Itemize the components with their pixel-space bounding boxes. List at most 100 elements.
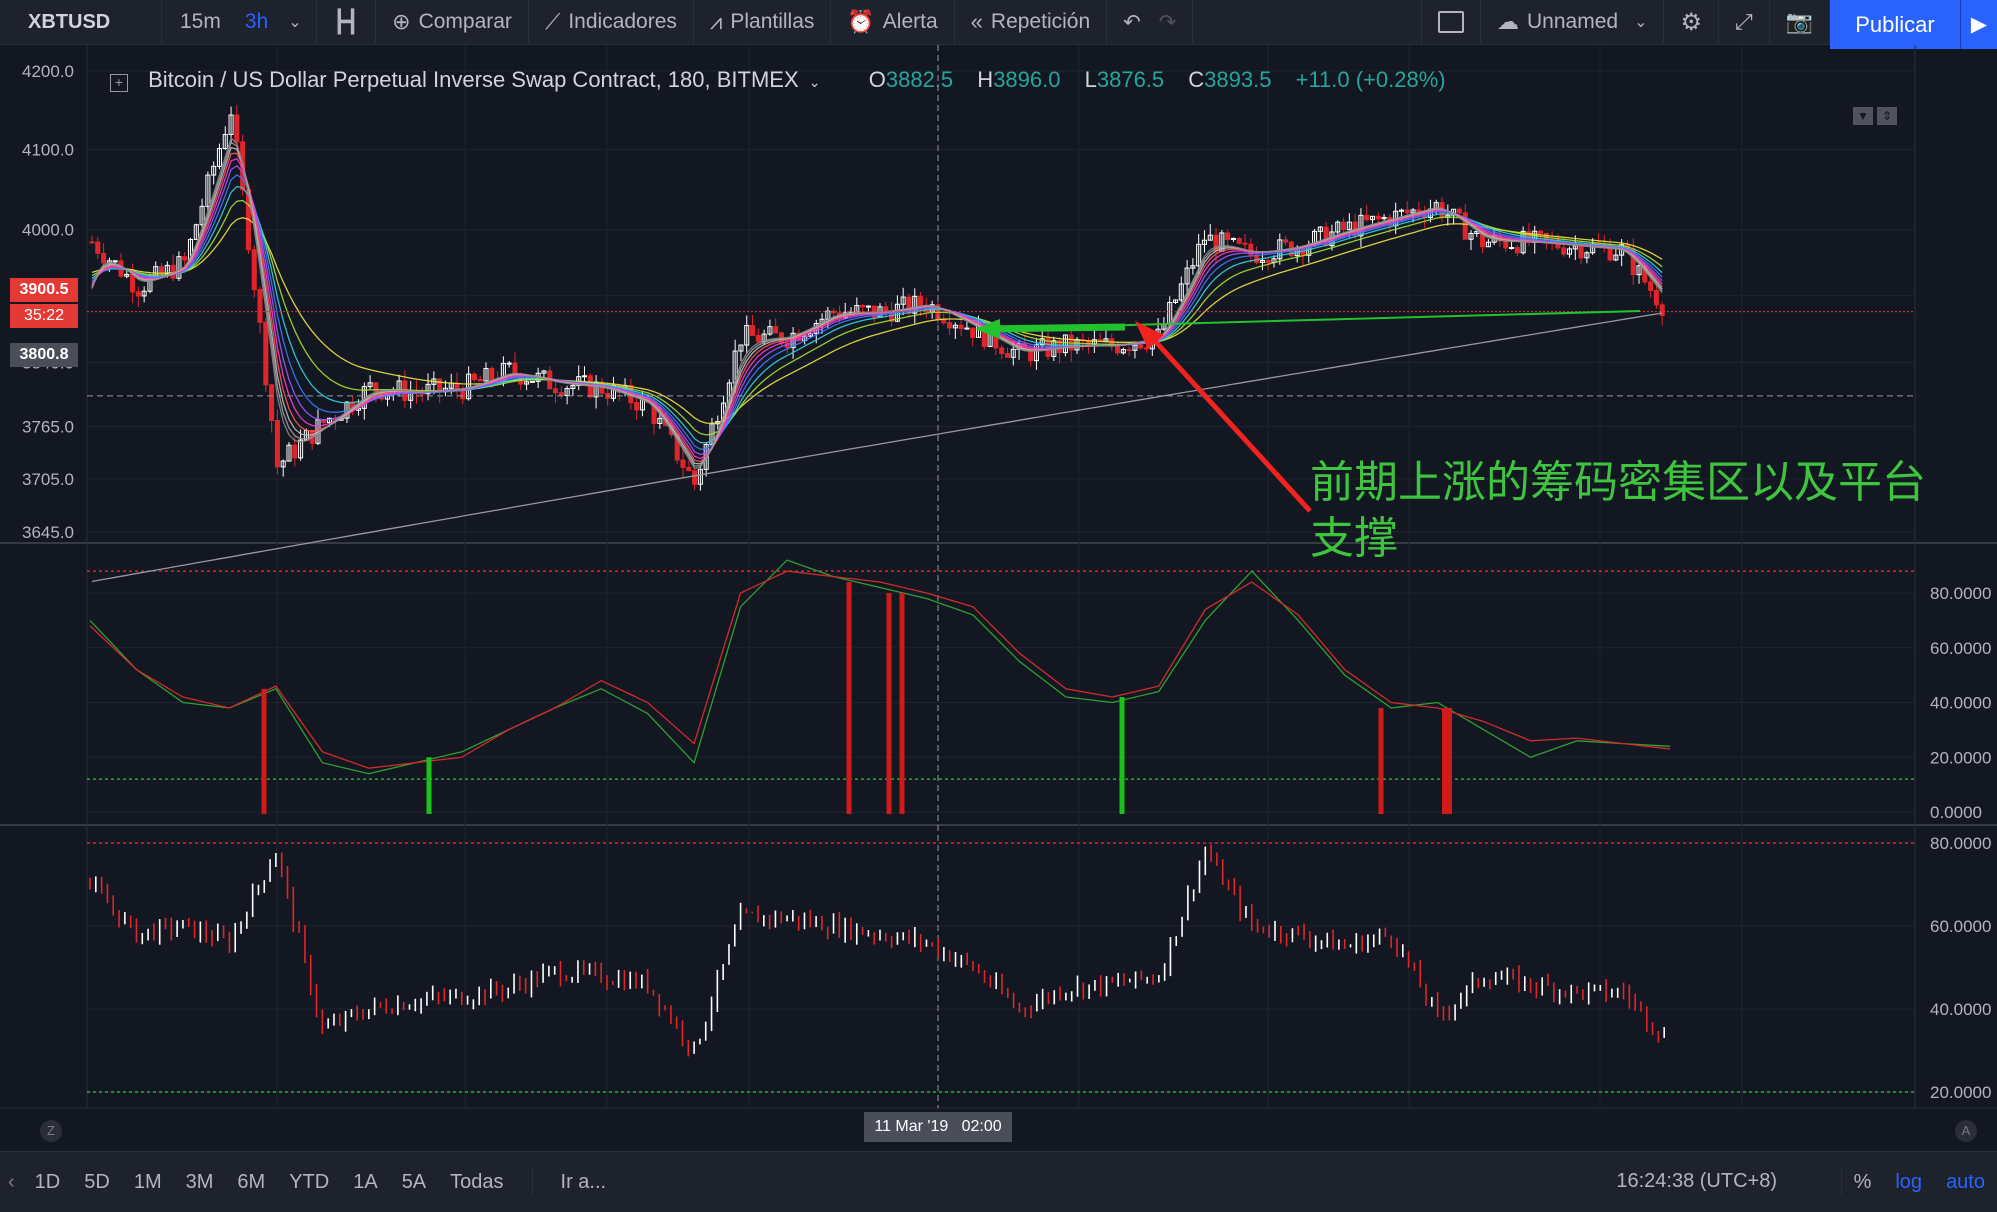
compare-button[interactable]: ⊕ Comparar — [376, 0, 529, 44]
chart-annotation-text[interactable]: 前期上涨的筹码密集区以及平台支撑 — [1310, 457, 1926, 564]
candle-body — [900, 296, 906, 305]
candle-body — [1561, 247, 1567, 255]
chart-area[interactable]: 25Mar4714182125284200.04100.04000.03920.… — [0, 45, 1997, 1142]
auto-a-button[interactable]: A — [1955, 1120, 1977, 1142]
candle-body — [205, 174, 211, 207]
candle-body — [1004, 353, 1010, 358]
divider — [1840, 1167, 1842, 1197]
stoch-tick-label: 60.0000 — [1930, 639, 1991, 658]
legend-title[interactable]: Bitcoin / US Dollar Perpetual Inverse Sw… — [148, 67, 799, 92]
chevron-down-icon[interactable]: ⌄ — [808, 74, 821, 90]
stoch-signal-bar — [899, 593, 905, 814]
candle-body — [1381, 216, 1387, 220]
candle-body — [506, 362, 512, 365]
scroll-left-icon[interactable]: ‹ — [8, 1170, 15, 1193]
red-arrow-head — [1135, 321, 1164, 349]
collapse-down-icon[interactable]: ▼ — [1853, 107, 1873, 125]
candle-body — [952, 324, 958, 329]
candle-body — [141, 290, 147, 297]
indicators-icon: ⟋ — [544, 9, 561, 34]
chevron-down-icon[interactable]: ⌄ — [288, 14, 302, 31]
candle-body — [1514, 246, 1520, 254]
candle-body — [744, 325, 750, 346]
chart-type-button[interactable]: ┣┫ — [317, 0, 377, 44]
camera-icon: 📷 — [1785, 9, 1813, 34]
range-5a[interactable]: 5A — [401, 1170, 427, 1193]
legend-toggle-icon[interactable]: + — [110, 74, 128, 92]
candle-body — [112, 260, 118, 263]
clock[interactable]: 16:24:38 (UTC+8) — [1616, 1170, 1777, 1192]
cloud-icon: ☁ — [1497, 9, 1519, 34]
candle-body — [999, 347, 1005, 355]
symbol-search-button[interactable]: XBTUSD — [0, 0, 162, 44]
fullscreen-button[interactable]: ⤢ — [1719, 0, 1770, 44]
auto-scale-button[interactable]: auto — [1946, 1170, 1985, 1193]
candle-body — [367, 382, 373, 388]
legend-open-key: O — [868, 67, 886, 92]
candle-body — [755, 335, 761, 343]
series-legend: + Bitcoin / US Dollar Perpetual Inverse … — [110, 67, 1446, 93]
interval-3h[interactable]: 3h — [244, 10, 269, 33]
range-all[interactable]: Todas — [450, 1170, 504, 1193]
candle-body — [1196, 243, 1202, 267]
candle-body — [1207, 234, 1213, 241]
price-tick-label: 4200.0 — [22, 62, 74, 81]
candle-body — [634, 402, 640, 411]
publish-button[interactable]: Publicar — [1830, 0, 1960, 49]
percent-scale-button[interactable]: % — [1853, 1170, 1872, 1193]
candle-body — [553, 388, 559, 394]
indicators-button[interactable]: ⟋ Indicadores — [529, 0, 694, 44]
goto-date-button[interactable]: Ir a... — [560, 1170, 607, 1193]
candle-body — [680, 459, 686, 468]
candle-body — [1659, 304, 1665, 316]
candle-body — [1578, 245, 1584, 259]
candle-body — [1062, 334, 1068, 354]
candle-body — [1115, 345, 1121, 354]
candle-body — [124, 273, 130, 277]
settings-button[interactable]: ⚙ — [1664, 0, 1719, 44]
candle-body — [529, 380, 535, 383]
range-3m[interactable]: 3M — [185, 1170, 214, 1193]
gear-icon: ⚙ — [1680, 8, 1702, 36]
candle-body — [1283, 239, 1289, 243]
interval-15m[interactable]: 15m — [180, 10, 221, 33]
candle-body — [750, 325, 756, 337]
candle-body — [512, 362, 518, 376]
chart-canvas[interactable]: 25Mar4714182125284200.04100.04000.03920.… — [0, 45, 1997, 1111]
osc-tick-label: 80.0000 — [1930, 834, 1991, 853]
stoch-k-line — [89, 559, 1671, 775]
candle-body — [228, 114, 234, 135]
candle-body — [1364, 214, 1370, 221]
play-button[interactable]: ▶ — [1960, 0, 1997, 49]
templates-button[interactable]: ⩘ Plantillas — [694, 0, 832, 44]
range-1a[interactable]: 1A — [353, 1170, 378, 1193]
pane-collapse-controls: ▼ ⇕ — [1853, 107, 1897, 125]
candle-body — [883, 306, 889, 312]
snapshot-button[interactable]: 📷 — [1770, 0, 1830, 44]
range-1m[interactable]: 1M — [133, 1170, 162, 1193]
legend-close-key: C — [1188, 67, 1205, 92]
timezone-z-button[interactable]: Z — [40, 1120, 62, 1142]
range-1d[interactable]: 1D — [34, 1170, 61, 1193]
candle-body — [164, 264, 170, 275]
price-tick-label: 3705.0 — [22, 470, 74, 489]
divider — [531, 1167, 533, 1197]
redo-icon[interactable]: ↷ — [1158, 10, 1177, 34]
stoch-d-line — [89, 570, 1671, 769]
candle-body — [524, 381, 530, 385]
maximize-pane-icon[interactable]: ⇕ — [1877, 107, 1897, 125]
undo-icon[interactable]: ↶ — [1123, 10, 1141, 34]
log-scale-button[interactable]: log — [1895, 1170, 1923, 1193]
ma-ribbon-line — [91, 152, 1663, 463]
candle-body — [95, 241, 101, 254]
range-6m[interactable]: 6M — [237, 1170, 266, 1193]
fullscreen-rect-button[interactable] — [1421, 0, 1481, 44]
candle-body — [489, 368, 495, 381]
alert-button[interactable]: ⏰ Alerta — [831, 0, 955, 44]
range-5d[interactable]: 5D — [84, 1170, 110, 1193]
replay-button[interactable]: « Repetición — [955, 0, 1108, 44]
range-ytd[interactable]: YTD — [289, 1170, 330, 1193]
plus-circle-icon: ⊕ — [392, 9, 411, 34]
layout-name-button[interactable]: ☁ Unnamed ⌄ — [1481, 0, 1665, 44]
